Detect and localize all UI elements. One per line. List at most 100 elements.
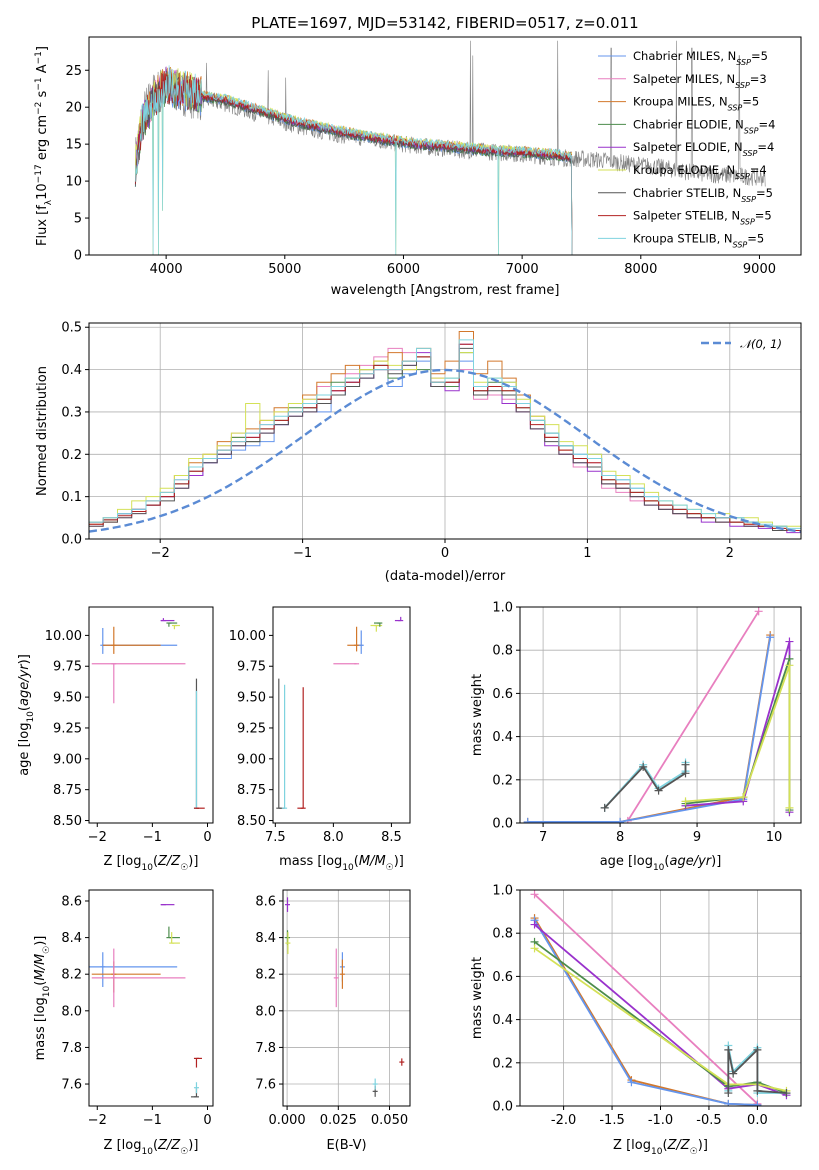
y-tick-label: 0.6 xyxy=(492,687,513,702)
data-point xyxy=(681,769,690,778)
y-tick-label: 8.75 xyxy=(53,783,82,798)
panel-residuals: −2 −1 0 1 2 0.0 0.1 0.2 0.3 0.4 0.5 (data-model)/er… xyxy=(35,321,802,584)
weight-line xyxy=(527,637,772,823)
y-tick-label: 8.6 xyxy=(61,894,82,909)
y-tick-label: 10 xyxy=(65,175,82,190)
weight-line xyxy=(533,947,787,1092)
x-tick-label: −1 xyxy=(143,1113,162,1128)
legend-entry: Kroupa STELIB, NSSP=5 xyxy=(633,231,764,249)
panel-age-vs-mass: 7.5 8.0 8.5 8.50 8.75 9.00 9.25 9.50 9.75 10.00 ma… xyxy=(229,606,411,873)
model-spectrum-line xyxy=(134,67,573,255)
weight-line xyxy=(604,764,687,809)
legend-entry: Salpeter ELODIE, NSSP=4 xyxy=(633,140,774,158)
plot-area-weight-vs-Z xyxy=(520,890,801,1106)
data-point xyxy=(616,817,625,823)
weight-line xyxy=(627,610,760,822)
y-tick-label: 8.4 xyxy=(255,931,276,946)
y-tick-label: 0.5 xyxy=(61,321,82,336)
x-tick-label: −2 xyxy=(88,1113,107,1128)
x-tick-label: 0.025 xyxy=(320,1113,357,1128)
x-axis-label: E(B-V) xyxy=(326,1138,366,1153)
data-point xyxy=(627,1078,636,1087)
weight-line xyxy=(533,917,758,1106)
x-tick-label: 7.5 xyxy=(265,830,286,845)
y-tick-label: 0 xyxy=(74,249,82,264)
legend-entry: 𝒩(0, 1) xyxy=(740,337,782,351)
x-tick-label: 8.5 xyxy=(381,830,402,845)
data-point xyxy=(785,661,794,670)
y-tick-label: 8.2 xyxy=(61,968,82,983)
x-tick-label: 6000 xyxy=(387,262,420,277)
legend-entry: Salpeter MILES, NSSP=3 xyxy=(633,72,767,90)
data-point xyxy=(782,1089,791,1098)
x-tick-label: 0 xyxy=(203,1113,211,1128)
x-tick-label: −1 xyxy=(143,830,162,845)
data-point xyxy=(766,633,775,642)
data-point xyxy=(785,803,794,812)
y-tick-label: 0.3 xyxy=(61,405,82,420)
y-tick-label: 8.4 xyxy=(61,931,82,946)
y-tick-label: 0.4 xyxy=(492,730,513,745)
axes-frame xyxy=(88,889,214,1107)
y-tick-label: 0.6 xyxy=(492,970,513,985)
x-tick-label: −1 xyxy=(293,546,312,561)
x-tick-label: 9 xyxy=(693,830,701,845)
weight-line xyxy=(533,923,787,1097)
legend-entry: Kroupa ELODIE, NSSP=4 xyxy=(633,163,767,181)
x-axis-label: Z [log10(Z/Z☉)] xyxy=(104,854,199,873)
y-axis-label: Flux [fλ10−17 erg cm−2 s−1 A−1] xyxy=(34,46,54,246)
data-point xyxy=(724,1045,733,1054)
weight-line xyxy=(727,1047,787,1094)
data-point xyxy=(754,607,763,616)
x-tick-label: −2 xyxy=(88,830,107,845)
y-tick-label: 10.00 xyxy=(229,629,266,644)
y-tick-label: 9.00 xyxy=(53,752,82,767)
data-point xyxy=(530,920,539,929)
y-tick-label: 0.2 xyxy=(492,773,513,788)
data-point xyxy=(753,1100,762,1106)
data-point xyxy=(654,786,663,795)
y-tick-label: 8.0 xyxy=(255,1004,276,1019)
legend-entry: Chabrier MILES, NSSP=5 xyxy=(633,49,768,67)
x-tick-label: 8000 xyxy=(624,262,657,277)
y-tick-label: 8.50 xyxy=(53,814,82,829)
x-axis-label: mass [log10(M/M☉)] xyxy=(279,854,404,873)
x-tick-label: 0.000 xyxy=(268,1113,305,1128)
plot-area-mass-vs-EBV xyxy=(283,890,410,1106)
data-point xyxy=(729,1069,738,1078)
legend: Chabrier MILES, NSSP=5 Salpeter MILES, NS… xyxy=(598,49,775,249)
x-tick-label: −2 xyxy=(151,546,170,561)
axes-frame xyxy=(272,606,411,824)
x-axis-label: Z [log10(Z/Z☉)] xyxy=(613,1138,708,1157)
y-tick-label: 0.8 xyxy=(492,927,513,942)
y-tick-label: 9.25 xyxy=(53,721,82,736)
panel-weight-vs-Z: -2.0 -1.5 -1.0 -0.5 0.0 0.0 0.2 0.4 0.6 0.8 1.0 Z [… xyxy=(470,884,802,1157)
y-tick-label: 0.4 xyxy=(492,1013,513,1028)
plot-area-age-vs-Z xyxy=(91,618,205,809)
x-tick-label: -2.0 xyxy=(551,1113,576,1128)
y-axis-label: mass [log10(M/M☉)] xyxy=(33,936,52,1061)
y-tick-label: 0.2 xyxy=(61,448,82,463)
y-tick-label: 8.2 xyxy=(255,968,276,983)
y-tick-label: 0.0 xyxy=(61,533,82,548)
x-tick-label: -1.0 xyxy=(648,1113,673,1128)
axes-frame xyxy=(519,889,802,1107)
panel-mass-vs-Z: −2 −1 0 7.6 7.8 8.0 8.2 8.4 8.6 Z [log10(Z/Z☉)] ma… xyxy=(33,889,214,1157)
data-point xyxy=(724,1089,733,1098)
axes-frame xyxy=(88,606,214,824)
y-tick-label: 9.75 xyxy=(237,660,266,675)
data-point xyxy=(724,1099,733,1106)
y-axis-label: age [log10(age/yr)] xyxy=(17,654,36,776)
data-point xyxy=(753,1086,762,1095)
x-tick-label: 1 xyxy=(583,546,591,561)
y-tick-label: 9.50 xyxy=(53,691,82,706)
plot-area-residuals xyxy=(89,323,801,539)
x-axis-label: Z [log10(Z/Z☉)] xyxy=(104,1138,199,1157)
data-point xyxy=(739,793,748,802)
y-axis-label: mass weight xyxy=(470,674,485,756)
panel-weight-vs-age: 7 8 9 10 0.0 0.2 0.4 0.6 0.8 1.0 age [log10(age/yr… xyxy=(470,601,802,873)
y-tick-label: 1.0 xyxy=(492,884,513,899)
x-tick-label: 8.0 xyxy=(323,830,344,845)
plot-area-weight-vs-age xyxy=(520,607,801,823)
